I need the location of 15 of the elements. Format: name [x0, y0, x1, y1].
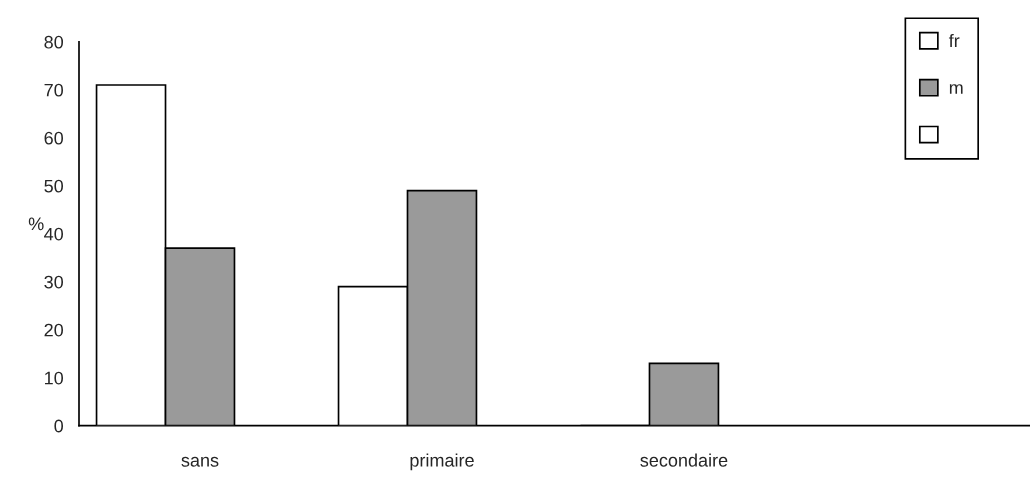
legend-label: m — [949, 84, 963, 94]
x-tick-label: primaire — [410, 453, 474, 471]
y-tick-label: 0 — [54, 419, 64, 433]
y-axis-title: % — [28, 217, 44, 231]
x-tick-label: sans — [181, 456, 219, 467]
y-tick-label: 20 — [44, 323, 64, 337]
x-tick-label: secondaire — [640, 453, 728, 467]
y-tick-label: 10 — [45, 371, 64, 385]
y-tick-label: 30 — [44, 275, 64, 289]
y-tick-label: 80 — [44, 35, 64, 49]
y-tick-label: 40 — [44, 227, 64, 241]
y-tick-label: 60 — [44, 131, 64, 145]
y-tick-label: 70 — [44, 83, 64, 97]
legend-label: fr — [948, 33, 960, 47]
y-tick-label: 50 — [44, 179, 64, 193]
